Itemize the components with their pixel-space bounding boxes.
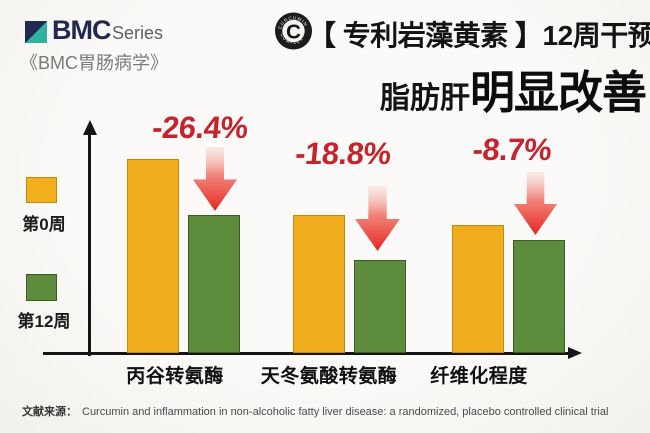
category-label-group1: 丙谷转氨酶 bbox=[126, 366, 224, 387]
curcumin-seal-icon: C CURCUMIN COMPLEX bbox=[274, 12, 313, 50]
y-axis-arrowhead-icon bbox=[83, 120, 97, 135]
down-arrow-icon-group3 bbox=[513, 172, 558, 236]
legend-label-week12: 第12周 bbox=[17, 312, 71, 331]
legend-swatch-week12 bbox=[26, 274, 57, 301]
headline-line2-emphasis: 明显改善 bbox=[469, 67, 647, 118]
x-axis-line bbox=[43, 352, 570, 355]
down-arrow-icon-group1 bbox=[193, 147, 237, 212]
headline-line2-prefix: 脂肪肝 bbox=[379, 82, 470, 115]
seal-letter: C bbox=[286, 20, 301, 43]
headline-line2: 脂肪肝 明显改善 bbox=[379, 56, 647, 121]
percent-change-label-group1: -26.4% bbox=[150, 110, 250, 145]
seal-inner bbox=[282, 19, 305, 43]
bar-week12-group2 bbox=[354, 260, 406, 353]
citation-text: Curcumin and inflammation in non-alcohol… bbox=[82, 406, 609, 418]
headline-line1: 【 专利岩藻黄素 】12周干预 bbox=[308, 20, 650, 51]
bar-week0-group1 bbox=[127, 159, 179, 353]
bmc-logo-icon bbox=[25, 21, 47, 43]
category-label-group3: 纤维化程度 bbox=[430, 366, 528, 387]
citation-label: 文献来源： bbox=[22, 406, 77, 418]
percent-change-label-group3: -8.7% bbox=[471, 132, 553, 167]
down-arrow-icon-group2 bbox=[355, 186, 400, 251]
citation: 文献来源： Curcumin and inflammation in non-al… bbox=[22, 403, 608, 419]
bar-week12-group3 bbox=[513, 240, 565, 353]
bar-week12-group1 bbox=[188, 215, 240, 353]
legend-label-week0: 第0周 bbox=[22, 215, 66, 234]
y-axis-line bbox=[88, 132, 91, 356]
bmc-brand-text: BMC bbox=[52, 15, 111, 45]
x-axis-arrowhead-icon bbox=[568, 347, 582, 359]
legend-swatch-week0 bbox=[26, 177, 57, 203]
category-label-group2: 天冬氨酸转氨酶 bbox=[260, 366, 398, 387]
bar-week0-group2 bbox=[293, 215, 345, 353]
bar-week0-group3 bbox=[452, 225, 504, 353]
percent-change-label-group2: -18.8% bbox=[293, 136, 393, 171]
bmc-series-text: Series bbox=[112, 23, 164, 43]
journal-name: 《BMC胃肠病学》 bbox=[20, 53, 168, 73]
